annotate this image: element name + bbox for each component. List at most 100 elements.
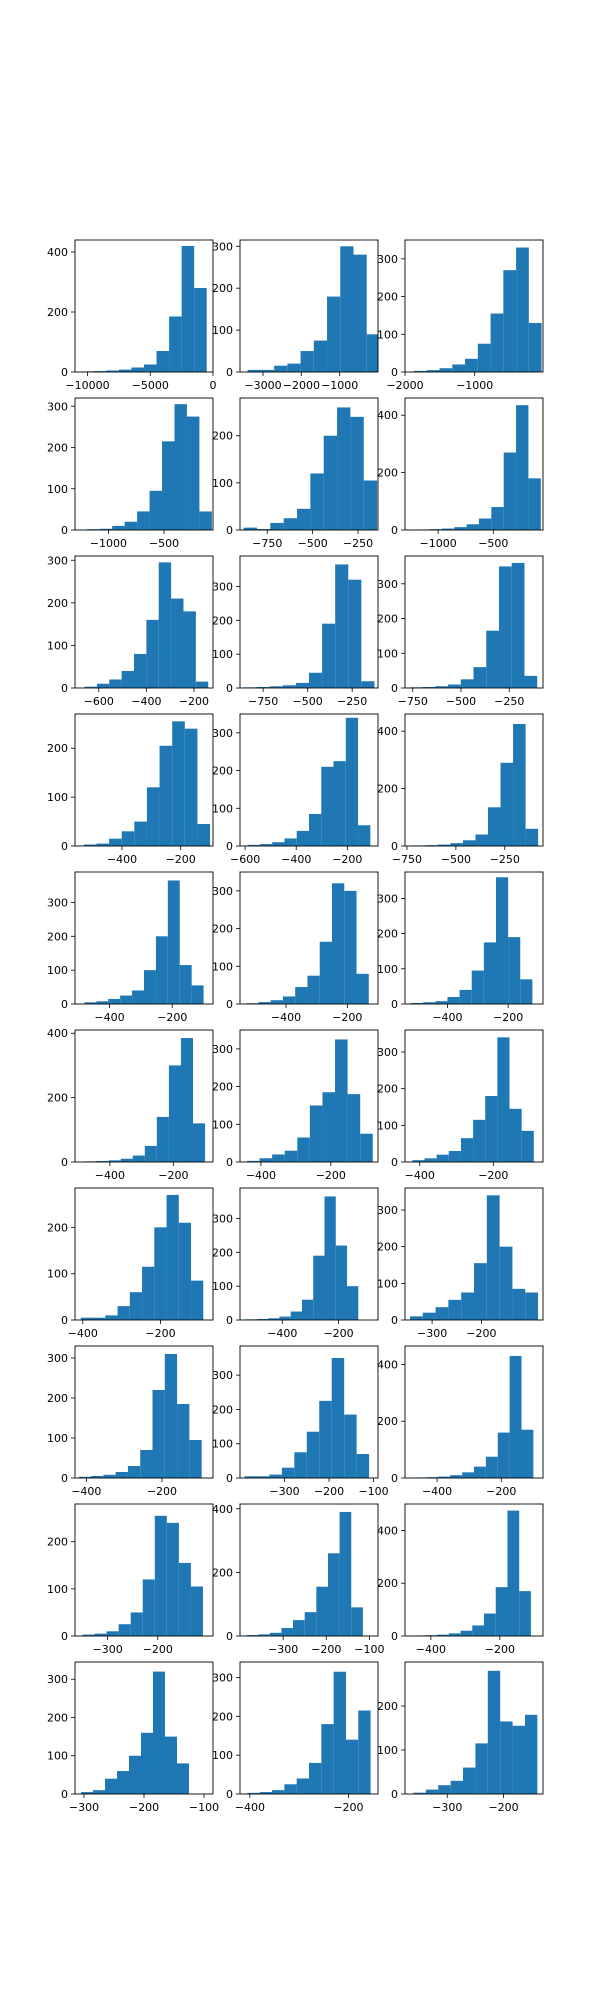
histogram-bar — [350, 416, 364, 530]
histogram-bar — [335, 1039, 348, 1162]
histogram-bar — [448, 1633, 461, 1636]
histogram-bar — [247, 1792, 260, 1794]
y-tick-label: 300 — [212, 580, 233, 593]
histogram-bar — [106, 370, 119, 372]
histogram-bar — [281, 1628, 294, 1636]
x-tick-label: −200 — [486, 1485, 516, 1498]
histogram-bar — [486, 1195, 500, 1320]
y-tick-label: 0 — [61, 1314, 68, 1327]
y-tick-label: 0 — [391, 1314, 398, 1327]
y-tick-label: 100 — [212, 324, 233, 337]
axes-frame — [404, 1029, 544, 1163]
x-tick-label: −200 — [333, 1801, 363, 1814]
y-tick-label: 300 — [377, 578, 398, 591]
histogram-bar — [448, 1299, 462, 1320]
histogram-bar — [439, 368, 453, 372]
x-tick-label: −200 — [478, 1169, 508, 1182]
histogram-bar — [435, 686, 449, 688]
y-tick-label: 0 — [391, 366, 398, 379]
y-tick-label: 0 — [226, 1314, 233, 1327]
x-tick-label: −1000 — [420, 537, 457, 550]
histogram-bar — [466, 524, 479, 530]
y-tick-label: 0 — [61, 998, 68, 1011]
histogram-bar — [465, 358, 478, 372]
histogram-bar — [108, 998, 121, 1004]
y-tick-label: 200 — [47, 1092, 68, 1105]
axes-frame — [74, 1029, 214, 1163]
x-tick-label: −400 — [271, 1011, 301, 1024]
histogram-bar — [366, 334, 378, 372]
y-tick-label: 100 — [212, 648, 233, 661]
histogram-bar — [80, 1317, 94, 1320]
y-tick-label: 200 — [47, 1392, 68, 1405]
histogram-bar — [96, 683, 110, 688]
x-tick-label: −250 — [343, 537, 373, 550]
histogram-bar — [460, 1630, 473, 1636]
histogram-bar — [290, 1311, 302, 1320]
axes-frame — [239, 1345, 379, 1479]
histogram-bar — [300, 351, 314, 372]
histogram-bar — [450, 843, 463, 846]
x-tick-label: −500 — [441, 853, 471, 866]
axes-frame — [239, 555, 379, 689]
histogram-bar — [294, 1452, 307, 1478]
x-tick-label: −750 — [248, 695, 278, 708]
x-tick-label: −200 — [147, 1485, 177, 1498]
x-tick-label: −1000 — [90, 537, 127, 550]
histogram-panel: −400 −200 0 100 200 300 — [212, 1029, 379, 1182]
axes-frame — [74, 1503, 214, 1637]
histogram-bar — [84, 1002, 97, 1004]
histogram-bar — [435, 1307, 449, 1320]
histogram-bar — [512, 1725, 525, 1794]
axes-frame — [239, 1187, 379, 1321]
histogram-bar — [94, 1633, 107, 1636]
histogram-bar — [335, 1245, 348, 1320]
histogram-bar — [498, 566, 512, 688]
histogram-bar — [313, 340, 328, 372]
histogram-panel: −400 −200 0 200 400 — [47, 1027, 214, 1182]
histogram-bar — [358, 1710, 371, 1794]
y-tick-label: 100 — [212, 477, 233, 490]
y-tick-label: 400 — [47, 1027, 68, 1040]
y-tick-label: 400 — [212, 1503, 233, 1516]
histogram-bar — [356, 973, 369, 1004]
histogram-bar — [503, 452, 517, 530]
histogram-bar — [448, 1151, 461, 1162]
histogram-bar — [319, 1400, 332, 1478]
axes-frame — [74, 1187, 214, 1321]
histogram-bar — [78, 1476, 92, 1478]
y-tick-label: 0 — [391, 682, 398, 695]
x-tick-label: −750 — [392, 853, 422, 866]
histogram-bar — [259, 1792, 273, 1794]
histogram-bar — [84, 686, 97, 688]
histogram-bar — [521, 1429, 534, 1478]
histogram-bar — [109, 838, 122, 846]
y-tick-label: 200 — [377, 613, 398, 626]
y-tick-label: 0 — [61, 1630, 68, 1643]
histogram-bar — [335, 564, 349, 688]
x-tick-label: −300 — [417, 1327, 447, 1340]
histogram-bar — [82, 1634, 95, 1636]
histogram-bar — [500, 762, 514, 846]
x-tick-label: −1000 — [456, 379, 493, 392]
x-tick-label: −300 — [268, 1643, 298, 1656]
histogram-panel: −400 −200 0 100 200 300 — [212, 1661, 379, 1814]
x-tick-label: −200 — [129, 1801, 159, 1814]
histogram-bar — [256, 686, 270, 688]
y-tick-label: 0 — [226, 524, 233, 537]
y-tick-label: 0 — [226, 1472, 233, 1485]
histogram-bar — [142, 1266, 155, 1320]
histogram-bar — [511, 562, 525, 688]
histogram-bar — [491, 507, 504, 530]
y-tick-label: 200 — [212, 923, 233, 936]
histogram-panel: −400 −200 0 100 200 300 — [377, 871, 544, 1024]
axes-frame — [74, 1345, 214, 1479]
histogram-bar — [462, 840, 476, 846]
x-tick-label: −200 — [143, 1643, 173, 1656]
histogram-bar — [132, 990, 144, 1004]
y-tick-label: 200 — [212, 430, 233, 443]
histogram-bar — [508, 937, 521, 1004]
histogram-bar — [258, 1002, 271, 1004]
x-tick-label: −200 — [311, 1643, 341, 1656]
